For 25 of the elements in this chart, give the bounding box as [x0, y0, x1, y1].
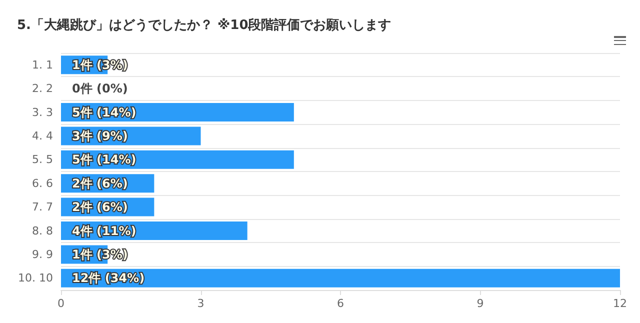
y-tick-label: 6. 6 — [32, 176, 53, 190]
y-tick-label: 9. 9 — [32, 248, 53, 261]
x-tick-label: 12 — [613, 297, 627, 310]
data-label: 2件 (6%) — [72, 200, 128, 214]
chart-title: 5.「大縄跳び」はどうでしたか？ ※10段階評価でお願いします — [17, 17, 392, 33]
y-tick-label: 3. 3 — [32, 106, 53, 119]
y-tick-label: 1. 1 — [32, 58, 53, 72]
x-tick-label: 6 — [337, 297, 344, 310]
data-label: 12件 (34%) — [72, 271, 145, 286]
y-tick-label: 10. 10 — [18, 272, 53, 285]
y-tick-label: 7. 7 — [32, 200, 53, 214]
data-label: 3件 (9%) — [72, 128, 128, 143]
data-label: 5件 (14%) — [72, 105, 136, 120]
x-tick-label: 3 — [197, 297, 204, 310]
data-label: 0件 (0%) — [72, 82, 128, 96]
y-tick-label: 2. 2 — [32, 82, 53, 96]
bar — [61, 268, 620, 288]
data-label: 5件 (14%) — [72, 152, 136, 167]
x-tick-label: 9 — [476, 297, 484, 310]
y-tick-label: 8. 8 — [32, 224, 53, 238]
y-tick-label: 4. 4 — [32, 129, 53, 142]
data-label: 2件 (6%) — [72, 176, 128, 190]
data-label: 4件 (11%) — [72, 224, 136, 238]
x-tick-label: 0 — [58, 297, 64, 310]
y-tick-label: 5. 5 — [32, 153, 53, 166]
